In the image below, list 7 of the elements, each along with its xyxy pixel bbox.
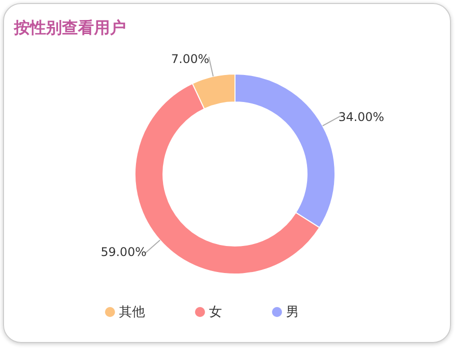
legend-label: 男: [286, 305, 299, 320]
data-label: 59.00%: [100, 245, 146, 260]
legend-label: 女: [209, 305, 222, 320]
data-label: 34.00%: [338, 110, 384, 124]
data-label: 7.00%: [171, 52, 210, 66]
legend-label: 其他: [119, 305, 145, 320]
chart-title: 按性别查看用户: [14, 18, 126, 39]
